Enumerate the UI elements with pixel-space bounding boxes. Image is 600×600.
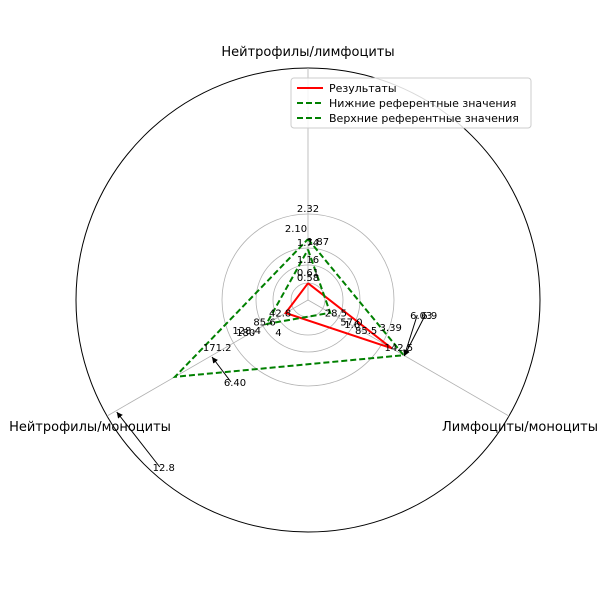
annotation-label-axis2-1: 1.6 [344,320,360,331]
legend-label-3: Верхние референтные значения [329,112,519,125]
tick-label-extra-axis2-1: 3.39 [380,323,402,334]
annotation-label-axis2-3: 6.03 [410,311,432,322]
axis-label-3: Нейтрофилы/моноциты [9,420,171,435]
annotation-label-axis1-1: 0.61 [297,268,319,279]
tick-label-axis2-4: 142.5 [384,343,413,354]
series-line-верхние-референтные-значения [172,238,406,379]
series-line-результаты [283,282,393,350]
series-line-нижние-референтные-значения [264,249,332,326]
tick-label-axis1-1: 0.58 [297,273,319,284]
annotation-label-axis1-2: 2.10 [285,224,307,235]
axis-spoke-3 [106,299,309,417]
annotation-label-axis2-2: 6.9 [421,311,437,322]
axis-spoke-2 [307,299,510,417]
legend-box [290,77,532,129]
tick-label-axis2-3: 85.5 [355,326,377,337]
annotation-arrow-axis2-2 [403,314,426,357]
tick-label-axis1-4: 2.32 [297,204,319,215]
tick-label-axis2-1: 28.5 [325,309,347,320]
annotation-label-axis3-3: 6.40 [224,378,246,389]
tick-label-axis1-3: 1.74 [297,238,319,249]
axis-label-2: Лимфоциты/моноциты [442,420,598,435]
tick-label-axis1-2: 1.16 [297,255,319,266]
tick-label-axis3-2: 85.6 [253,318,275,329]
tick-label-axis2-2: 57.0 [340,318,362,329]
annotation-arrow-axis3-2 [116,411,161,468]
annotation-label-axis3-2: 12.8 [153,463,175,474]
annotation-label-axis1-3: 1.87 [307,237,329,248]
annotation-label-axis3-1: 4 [275,328,281,339]
axis-label-1: Нейтрофилы/лимфоциты [221,45,394,60]
legend-label-1: Результаты [329,82,397,95]
tick-label-axis3-1: 42.8 [269,309,291,320]
annotation-arrow-axis3-3 [211,356,232,383]
tick-label-axis3-3: 128.4 [232,326,261,337]
tick-label-axis3-4: 171.2 [203,343,232,354]
annotation-label-axis3-4: 180 [236,328,255,339]
annotation-arrow-axis2-3 [403,314,418,357]
legend-label-2: Нижние референтные значения [329,97,516,110]
